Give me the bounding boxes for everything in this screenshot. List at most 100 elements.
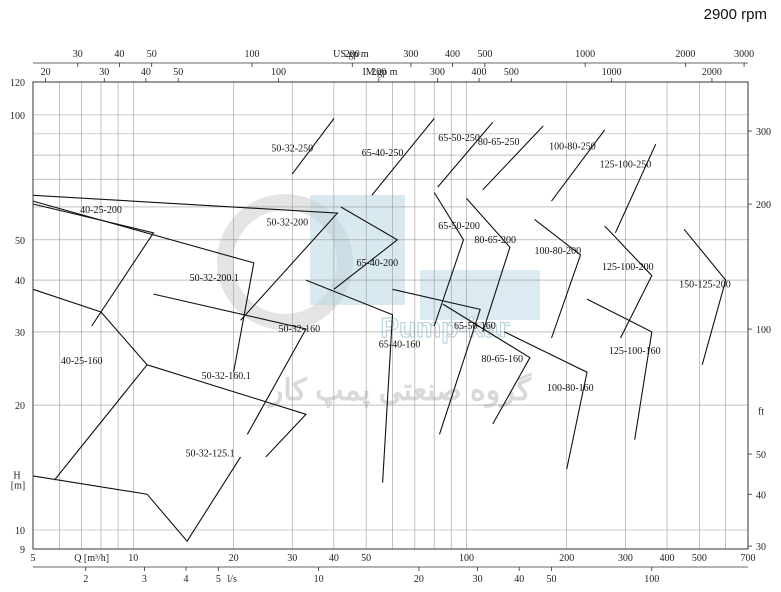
- im-gpm-tick-label: 20: [41, 67, 51, 78]
- curve-125-100-160: [586, 298, 653, 440]
- x-tick-label: 500: [692, 553, 707, 564]
- ft-axis-label: ft: [758, 406, 764, 417]
- ft-tick-label: 50: [756, 450, 766, 461]
- us-gpm-tick-label: 3000: [734, 49, 754, 60]
- ft-tick-label: 200: [756, 200, 771, 211]
- y-tick-label: 20: [15, 401, 25, 412]
- im-gpm-tick-label: 100: [271, 67, 286, 78]
- curve-label-40-25-160: 40-25-160: [61, 356, 103, 367]
- ft-tick-label: 300: [756, 127, 771, 138]
- curve-80-65-250: [482, 125, 544, 191]
- us-gpm-tick-label: 40: [114, 49, 124, 60]
- us-gpm-tick-label: 1000: [575, 49, 595, 60]
- im-gpm-tick-label: 2000: [702, 67, 722, 78]
- curve-label-50-32-125.1: 50-32-125.1: [185, 448, 234, 459]
- ft-tick-label: 40: [756, 490, 766, 501]
- ls-tick-label: 50: [546, 574, 556, 585]
- im-gpm-tick-label: 400: [472, 67, 487, 78]
- curve-65-50-200: [433, 192, 465, 327]
- ls-axis-label: l/s: [227, 574, 237, 585]
- curve-label-50-32-200.1: 50-32-200.1: [190, 273, 239, 284]
- x-tick-label: 10: [128, 553, 138, 564]
- curve-50-32-200.1: [32, 200, 255, 373]
- curve-label-100-80-160: 100-80-160: [547, 383, 594, 394]
- pump-curves: [32, 118, 727, 543]
- curve-label-100-80-200: 100-80-200: [534, 246, 581, 257]
- curve-50-32-250: [291, 118, 335, 175]
- curve-40-25-200: [32, 203, 155, 327]
- im-gpm-tick-label: 200: [371, 67, 386, 78]
- ls-tick-label: 3: [142, 574, 147, 585]
- x-axis-label: Q [m³/h]: [74, 553, 109, 564]
- curve-label-80-65-250: 80-65-250: [478, 137, 520, 148]
- curve-label-80-65-160: 80-65-160: [481, 354, 523, 365]
- us-gpm-tick-label: 50: [147, 49, 157, 60]
- curve-labels: 40-25-200 40-25-160 50-32-250 50-32-200 50-3…: [61, 133, 731, 459]
- curve-100-80-200: [534, 218, 582, 339]
- curve-50-32-200: [32, 194, 339, 321]
- us-gpm-tick-label: 400: [445, 49, 460, 60]
- watermark-pump-icon: [310, 195, 405, 305]
- y-tick-label: 9: [20, 545, 25, 556]
- ls-tick-label: 40: [514, 574, 524, 585]
- watermark-tagline: گروه صنعتی پمپ کار: [267, 372, 532, 409]
- im-gpm-tick-label: 50: [173, 67, 183, 78]
- ls-tick-label: 20: [414, 574, 424, 585]
- curve-label-50-32-160: 50-32-160: [278, 324, 320, 335]
- im-gpm-tick-label: 300: [430, 67, 445, 78]
- y-tick-label: 40: [15, 276, 25, 287]
- curve-150-125-200: [683, 228, 727, 365]
- curve-125-100-200: [604, 225, 653, 339]
- x-tick-label: 400: [660, 553, 675, 564]
- y-tick-label: 10: [15, 526, 25, 537]
- watermark: Pump-kar گروه صنعتی پمپ کار: [217, 194, 540, 409]
- y-tick-label: 50: [15, 236, 25, 247]
- curve-80-65-200: [465, 197, 511, 333]
- curve-label-50-32-250: 50-32-250: [271, 143, 313, 154]
- us-gpm-tick-label: 30: [73, 49, 83, 60]
- x-tick-label: 100: [459, 553, 474, 564]
- curve-50-32-160: [153, 293, 307, 435]
- us-gpm-tick-label: 300: [403, 49, 418, 60]
- plot-frame: [32, 81, 749, 550]
- curve-label-65-50-200: 65-50-200: [438, 221, 480, 232]
- curve-65-50-160: [392, 288, 481, 435]
- curve-label-65-40-200: 65-40-200: [356, 258, 398, 269]
- x-tick-label: 300: [618, 553, 633, 564]
- x-tick-label: 40: [329, 553, 339, 564]
- im-gpm-tick-label: 40: [141, 67, 151, 78]
- y-axis-unit: [m]: [11, 480, 25, 491]
- ls-tick-label: 2: [83, 574, 88, 585]
- us-gpm-tick-label: 2000: [675, 49, 695, 60]
- ls-tick-label: 5: [216, 574, 221, 585]
- curve-65-50-250: [437, 121, 494, 188]
- im-gpm-axis-label: IM.gp m: [362, 67, 397, 78]
- rpm-label: 2900 rpm: [703, 6, 767, 23]
- us-gpm-tick-label: 500: [477, 49, 492, 60]
- curve-100-80-160: [504, 331, 588, 470]
- curve-100-80-250: [551, 129, 606, 202]
- us-gpm-tick-label: 100: [244, 49, 259, 60]
- curve-65-40-160: [305, 279, 394, 483]
- curve-40-25-160: [32, 288, 148, 481]
- curve-label-50-32-160.1: 50-32-160.1: [202, 371, 251, 382]
- ls-tick-label: 4: [184, 574, 189, 585]
- x-tick-label: 30: [287, 553, 297, 564]
- watermark-brand: Pump-kar: [380, 312, 509, 343]
- ft-tick-label: 30: [756, 542, 766, 553]
- curve-80-65-160: [442, 303, 531, 425]
- curve-label-150-125-200: 150-125-200: [679, 280, 731, 291]
- y-tick-label: 30: [15, 328, 25, 339]
- curve-65-40-200: [333, 206, 399, 290]
- curve-label-65-40-250: 65-40-250: [362, 148, 404, 159]
- y-tick-label: 120: [10, 78, 25, 89]
- ls-tick-label: 10: [314, 574, 324, 585]
- x-tick-label: 700: [741, 553, 756, 564]
- x-tick-label: 20: [229, 553, 239, 564]
- curve-125-100-250: [614, 143, 657, 234]
- us-gpm-tick-label: 200: [345, 49, 360, 60]
- curve-50-32-125.1: [32, 456, 242, 543]
- curve-label-100-80-250: 100-80-250: [549, 141, 596, 152]
- curve-label-65-40-160: 65-40-160: [379, 339, 421, 350]
